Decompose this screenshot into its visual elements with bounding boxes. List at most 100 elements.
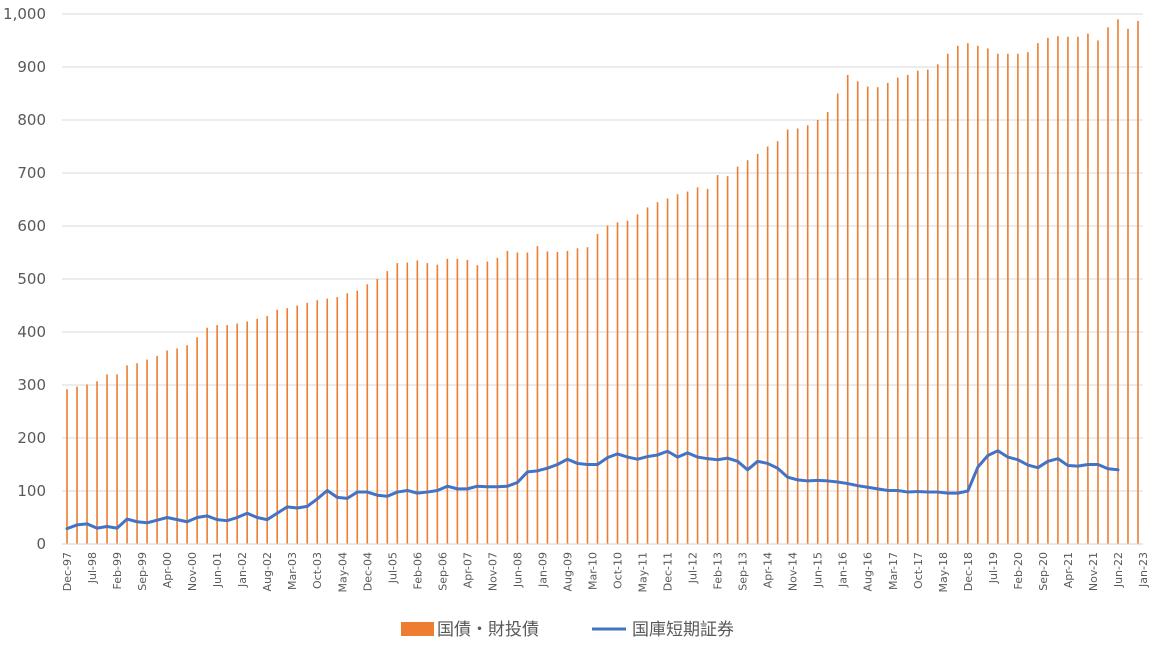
bar	[406, 262, 409, 544]
x-tick-label: Sep-20	[1037, 552, 1050, 591]
bar	[76, 386, 78, 544]
x-tick-label: Apr-21	[1062, 552, 1075, 588]
bar	[816, 120, 819, 544]
x-axis-tick-labels: Dec-97 Jul-98 Feb-99 Sep-99 Apr-00 Nov-00 Jun-…	[61, 552, 1149, 593]
x-tick-label: Aug-09	[561, 552, 574, 591]
bar	[806, 125, 809, 545]
bar	[176, 348, 178, 544]
bar	[286, 308, 289, 544]
x-tick-label: Aug-02	[261, 552, 274, 591]
x-tick-label: Oct-10	[612, 552, 625, 589]
bar	[796, 128, 799, 545]
x-tick-label: Jul-05	[386, 552, 399, 584]
x-tick-label: Jun-15	[812, 552, 825, 588]
bar	[266, 316, 268, 544]
bar	[766, 146, 769, 544]
bar	[786, 129, 789, 545]
bar	[1017, 53, 1019, 544]
x-tick-label: Dec-97	[61, 552, 74, 591]
y-tick-label: 700	[17, 164, 46, 182]
bar	[236, 323, 238, 544]
bar	[316, 300, 319, 544]
bar	[696, 187, 699, 544]
bar	[186, 345, 188, 544]
bar	[356, 290, 359, 544]
bar	[957, 45, 959, 545]
bar	[326, 298, 329, 544]
bar	[1087, 33, 1089, 545]
bar	[66, 389, 68, 544]
y-tick-label: 200	[17, 429, 46, 447]
x-tick-label: Sep-06	[436, 552, 449, 591]
bar	[606, 225, 609, 544]
bar	[146, 359, 148, 544]
x-tick-label: Jul-19	[987, 552, 1000, 584]
bar	[666, 198, 669, 544]
bar	[596, 233, 599, 544]
bar	[846, 74, 849, 544]
x-tick-label: May-04	[336, 552, 349, 593]
bar	[616, 222, 619, 545]
bar	[366, 284, 369, 544]
x-tick-label: Jan-02	[236, 552, 249, 588]
bar	[256, 318, 258, 544]
bar	[937, 64, 939, 544]
x-tick-label: Jul-98	[86, 552, 99, 584]
gridlines	[62, 13, 1143, 492]
bar	[1077, 36, 1079, 544]
legend-swatch-bond	[401, 622, 434, 636]
bar	[106, 374, 108, 544]
x-tick-label: Aug-16	[862, 552, 875, 591]
bar	[1097, 40, 1099, 544]
bar	[746, 160, 749, 544]
bar	[376, 279, 379, 544]
bar	[1107, 27, 1109, 544]
legend-label-bond: 国債・財投債	[437, 620, 539, 640]
bar	[506, 250, 509, 544]
bar	[856, 81, 859, 544]
bar	[756, 153, 759, 545]
bar	[96, 381, 98, 544]
x-tick-label: Feb-99	[111, 552, 124, 589]
x-tick-label: Dec-18	[962, 552, 975, 591]
x-tick-label: Feb-13	[712, 552, 725, 589]
bar	[906, 74, 909, 544]
bar	[1047, 37, 1049, 544]
bar	[1117, 19, 1119, 545]
bar	[526, 252, 529, 544]
bar	[686, 191, 689, 545]
bar	[276, 309, 278, 544]
bar	[166, 350, 168, 544]
bar	[896, 77, 899, 544]
bar	[866, 86, 869, 545]
x-tick-label: Mar-17	[887, 552, 900, 590]
x-tick-label: Feb-06	[411, 552, 424, 589]
x-tick-label: Nov-14	[787, 552, 800, 591]
bar	[436, 264, 439, 544]
legend: 国債・財投債 国庫短期証券	[401, 620, 734, 640]
bar	[977, 45, 979, 545]
bar	[886, 82, 889, 545]
x-tick-label: May-18	[937, 552, 950, 593]
bar	[346, 293, 349, 544]
legend-label-tbill: 国庫短期証券	[632, 620, 734, 640]
x-tick-label: May-11	[637, 552, 650, 593]
bar	[156, 355, 158, 544]
bar	[1057, 36, 1059, 544]
bar	[706, 188, 709, 544]
x-tick-label: Sep-13	[737, 552, 750, 591]
bar	[967, 43, 969, 545]
bar	[676, 194, 679, 544]
bar	[536, 246, 539, 544]
y-tick-label: 1,000	[3, 5, 46, 23]
x-tick-label: Oct-17	[912, 552, 925, 589]
x-tick-label: Oct-03	[311, 552, 324, 589]
bar	[486, 261, 489, 544]
bar	[776, 141, 779, 544]
y-tick-label: 400	[17, 323, 46, 341]
bar	[726, 176, 729, 544]
x-tick-label: Sep-99	[136, 552, 149, 591]
bar	[916, 70, 919, 545]
y-tick-label: 900	[17, 58, 46, 76]
bar-series	[66, 19, 1139, 545]
